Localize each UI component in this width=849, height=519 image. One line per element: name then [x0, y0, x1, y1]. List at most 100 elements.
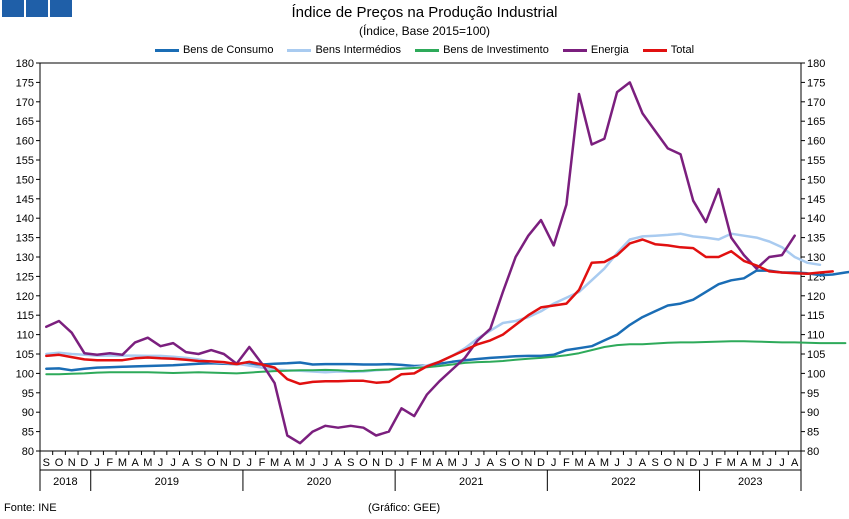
x-tick-label: N — [68, 457, 76, 469]
y-tick-label-left: 90 — [22, 407, 34, 419]
y-tick-label-left: 180 — [16, 58, 34, 70]
x-tick-label: A — [284, 457, 292, 469]
y-tick-label-right: 155 — [807, 155, 825, 167]
x-tick-label: O — [359, 457, 368, 469]
year-label: 2018 — [53, 476, 77, 488]
chart-credit: (Gráfico: GEE) — [368, 502, 441, 514]
x-tick-label: S — [347, 457, 354, 469]
x-tick-label: D — [80, 457, 88, 469]
x-tick-label: J — [247, 457, 253, 469]
x-tick-label: O — [511, 457, 520, 469]
x-tick-label: F — [563, 457, 570, 469]
y-tick-label-right: 120 — [807, 291, 825, 303]
x-tick-label: M — [600, 457, 609, 469]
x-tick-label: O — [55, 457, 64, 469]
x-tick-label: S — [651, 457, 658, 469]
legend-item-bens-intermedios: Bens Intermédios — [287, 44, 401, 56]
x-tick-label: M — [143, 457, 152, 469]
series-line-bens-de-investimento — [45, 340, 847, 376]
x-tick-label: J — [767, 457, 773, 469]
y-tick-label-left: 170 — [16, 97, 34, 109]
x-tick-label: M — [752, 457, 761, 469]
legend-label: Bens de Consumo — [182, 44, 274, 56]
x-tick-label: A — [639, 457, 647, 469]
legend-label: Energia — [590, 44, 629, 56]
series-line-total — [45, 238, 834, 386]
y-tick-label-right: 85 — [807, 427, 819, 439]
legend-item-bens-de-investimento: Bens de Investimento — [415, 44, 549, 56]
x-tick-label: J — [158, 457, 164, 469]
x-tick-label: M — [118, 457, 127, 469]
y-tick-label-right: 115 — [807, 310, 825, 322]
x-tick-label: J — [310, 457, 316, 469]
y-tick-label-right: 175 — [807, 77, 825, 89]
y-tick-label-left: 100 — [16, 368, 34, 380]
source-note: Fonte: INE — [4, 502, 57, 514]
y-tick-label-left: 95 — [22, 388, 34, 400]
x-tick-label: A — [131, 457, 139, 469]
x-tick-label: N — [372, 457, 380, 469]
x-tick-label: J — [323, 457, 329, 469]
x-tick-label: N — [220, 457, 228, 469]
y-tick-label-right: 130 — [807, 252, 825, 264]
x-tick-label: M — [448, 457, 457, 469]
y-tick-label-left: 165 — [16, 116, 34, 128]
x-tick-label: D — [233, 457, 241, 469]
y-tick-label-right: 160 — [807, 136, 825, 148]
y-tick-label-right: 135 — [807, 233, 825, 245]
x-tick-label: J — [170, 457, 176, 469]
x-tick-label: F — [715, 457, 722, 469]
x-tick-label: J — [703, 457, 709, 469]
x-tick-label: J — [94, 457, 100, 469]
y-tick-label-left: 150 — [16, 174, 34, 186]
y-tick-label-right: 110 — [807, 330, 825, 342]
x-tick-label: M — [727, 457, 736, 469]
y-tick-label-right: 140 — [807, 213, 825, 225]
x-tick-label: J — [614, 457, 620, 469]
x-tick-label: A — [436, 457, 444, 469]
gee-logo — [2, 0, 72, 17]
legend: Bens de Consumo Bens Intermédios Bens de… — [0, 44, 849, 56]
x-tick-label: N — [524, 457, 532, 469]
x-tick-label: A — [588, 457, 596, 469]
x-tick-label: J — [551, 457, 557, 469]
year-label: 2021 — [459, 476, 483, 488]
year-label: 2023 — [738, 476, 762, 488]
legend-label: Bens de Investimento — [443, 44, 549, 56]
legend-item-total: Total — [642, 44, 695, 56]
x-tick-label: A — [791, 457, 799, 469]
x-tick-label: N — [677, 457, 685, 469]
y-tick-label-left: 175 — [16, 77, 34, 89]
y-tick-label-right: 150 — [807, 174, 825, 186]
x-tick-label: O — [664, 457, 673, 469]
y-tick-label-left: 115 — [16, 310, 34, 322]
x-tick-label: J — [779, 457, 785, 469]
y-tick-label-left: 125 — [16, 271, 34, 283]
y-tick-label-left: 105 — [16, 349, 34, 361]
legend-item-energia: Energia — [562, 44, 629, 56]
x-tick-label: J — [627, 457, 633, 469]
x-tick-label: S — [499, 457, 506, 469]
year-label: 2020 — [307, 476, 331, 488]
x-tick-label: F — [259, 457, 266, 469]
y-tick-label-left: 155 — [16, 155, 34, 167]
x-tick-label: D — [689, 457, 697, 469]
y-tick-label-left: 160 — [16, 136, 34, 148]
y-tick-label-left: 85 — [22, 427, 34, 439]
x-tick-label: S — [43, 457, 50, 469]
x-tick-label: F — [106, 457, 113, 469]
y-tick-label-right: 80 — [807, 446, 819, 458]
y-tick-label-left: 140 — [16, 213, 34, 225]
legend-swatch — [642, 48, 667, 52]
x-tick-label: S — [195, 457, 202, 469]
year-label: 2022 — [611, 476, 635, 488]
legend-label: Total — [670, 44, 695, 56]
x-tick-label: M — [422, 457, 431, 469]
y-tick-label-left: 110 — [16, 330, 34, 342]
x-tick-label: M — [574, 457, 583, 469]
legend-swatch — [562, 48, 587, 52]
x-tick-label: D — [537, 457, 545, 469]
x-tick-label: A — [740, 457, 748, 469]
y-tick-label-left: 120 — [16, 291, 34, 303]
